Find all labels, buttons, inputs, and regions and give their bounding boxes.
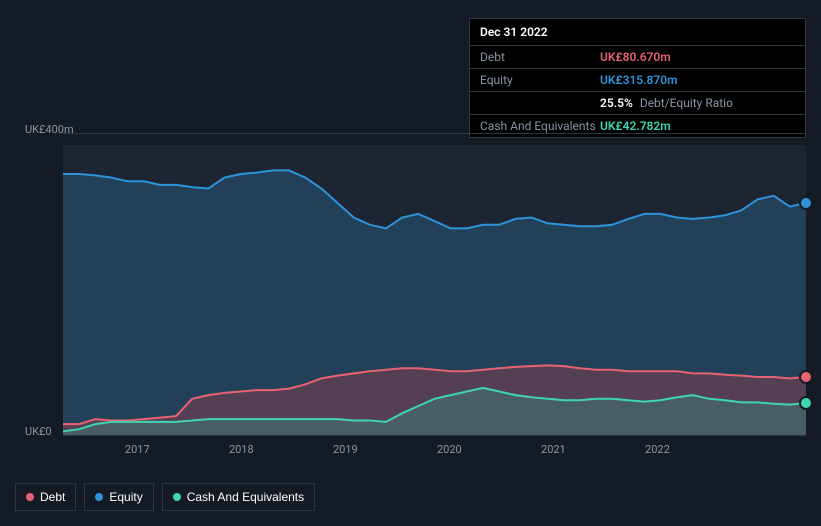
x-axis-label: 2018 [229,443,254,456]
y-axis-max-label: UK£400m [25,123,74,136]
chart-svg [63,145,806,435]
y-axis-gridline-top [63,133,806,134]
tooltip-row-label [480,96,600,110]
tooltip-row: DebtUK£80.670m [470,46,805,69]
legend-label-debt: Debt [40,490,65,504]
marker-equity [799,196,813,210]
legend-dot-equity [95,493,103,501]
legend-item-cash[interactable]: Cash And Equivalents [162,483,315,511]
y-axis-min-label: UK£0 [25,425,52,438]
legend-item-equity[interactable]: Equity [84,483,153,511]
tooltip-row-label: Debt [480,50,600,64]
legend-item-debt[interactable]: Debt [15,483,76,511]
tooltip-row-value: 25.5% Debt/Equity Ratio [600,96,733,110]
marker-cash [799,396,813,410]
tooltip-box: Dec 31 2022 DebtUK£80.670mEquityUK£315.8… [469,18,806,138]
tooltip-row-label: Equity [480,73,600,87]
tooltip-row-value: UK£80.670m [600,50,671,64]
tooltip-row-value: UK£315.870m [600,73,678,87]
legend-label-equity: Equity [109,490,142,504]
tooltip-row: EquityUK£315.870m [470,69,805,92]
legend-label-cash: Cash And Equivalents [187,490,304,504]
x-axis-label: 2017 [125,443,150,456]
marker-debt [799,370,813,384]
x-axis-label: 2020 [437,443,462,456]
chart-container: UK£400m UK£0 201720182019202020212022 [15,125,806,445]
x-axis-label: 2021 [541,443,566,456]
legend: Debt Equity Cash And Equivalents [15,483,315,511]
tooltip-row: 25.5% Debt/Equity Ratio [470,92,805,115]
legend-dot-debt [26,493,34,501]
x-axis-label: 2019 [333,443,358,456]
legend-dot-cash [173,493,181,501]
x-axis-label: 2022 [645,443,670,456]
plot-area[interactable] [63,145,806,435]
tooltip-row-suffix: Debt/Equity Ratio [637,96,733,110]
y-axis-gridline-bottom [63,435,806,436]
tooltip-date: Dec 31 2022 [470,19,805,46]
